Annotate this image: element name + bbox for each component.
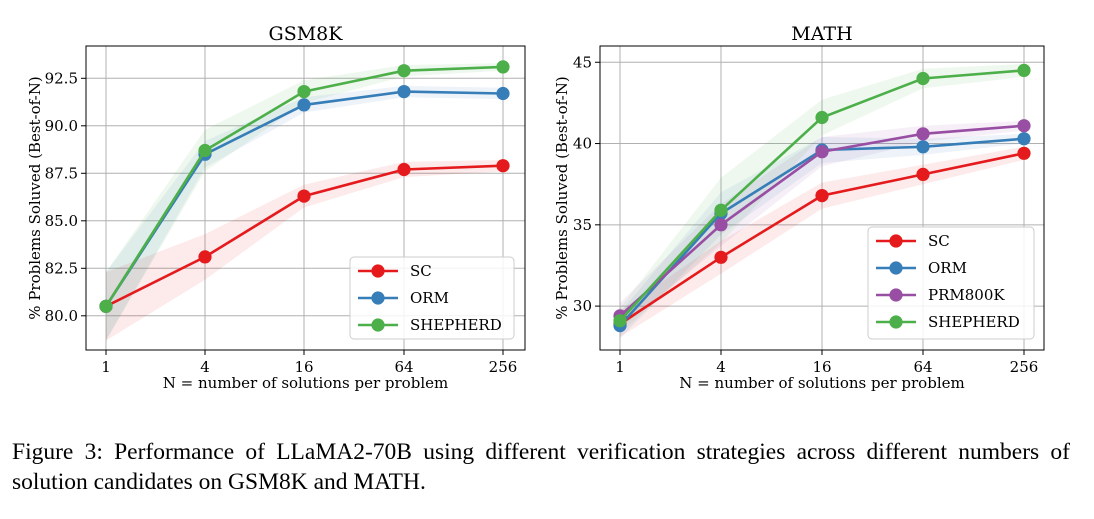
legend-label: SC [928,232,950,250]
data-point-prm800k [714,218,728,232]
data-point-sc [198,250,212,264]
data-point-orm [1017,132,1031,146]
chart-gsm8k: 80.0 82.5 85.0 87.5 90.0 92.5 1 4 16 64 256 GSM8K N … [26,23,526,392]
legend: SC ORM PRM800K SHEPHERD [867,226,1035,340]
y-tick-label: 80.0 [45,307,78,325]
data-point-sc [714,250,728,264]
data-point-orm [916,140,930,154]
y-tick-label: 90.0 [45,117,78,135]
x-tick-label: 16 [294,358,313,376]
y-tick-label: 87.5 [45,164,78,182]
data-point-orm [397,85,411,99]
legend-label: ORM [928,259,967,277]
legend-label: SHEPHERD [410,316,502,334]
x-tick-label: 256 [1010,358,1039,376]
x-tick-label: 64 [913,358,932,376]
data-point-sc [1017,146,1031,160]
chart-math: 30 35 40 45 1 4 16 64 256 MATH N = number of solut… [553,23,1045,392]
data-point-sc [916,167,930,181]
y-tick-label: 82.5 [45,259,78,277]
legend-label: ORM [410,289,449,307]
data-point-shepherd [815,110,829,125]
legend-swatch-marker [889,261,903,275]
data-point-orm [297,98,311,112]
y-axis-label: % Problems Soluved (Best-of-N) [553,76,571,319]
data-point-shepherd [496,60,510,74]
y-tick-label: 30 [573,297,592,315]
legend-label: SHEPHERD [928,313,1020,331]
data-point-shepherd [714,203,728,217]
figure-caption: Figure 3: Performance of LLaMA2-70B usin… [12,439,1070,495]
data-point-shepherd [397,64,411,78]
data-point-shepherd [198,143,212,158]
data-point-prm800k [916,127,930,141]
y-tick-label: 40 [573,135,592,153]
data-point-shepherd [613,314,627,328]
data-point-sc [397,162,411,177]
y-tick-label: 85.0 [45,212,78,230]
legend-label: PRM800K [928,286,1005,304]
y-tick-label: 35 [573,216,592,234]
data-point-orm [496,86,510,101]
data-point-prm800k [1017,119,1031,133]
x-tick-label: 1 [615,358,625,376]
legend-box [867,226,1035,340]
legend-swatch-marker [371,318,385,332]
confidence-band-prm800k [620,120,1024,329]
legend-box [349,256,515,340]
x-axis-label: N = number of solutions per problem [679,374,964,392]
confidence-band-shepherd [106,63,503,341]
legend-label: SC [410,262,432,280]
data-point-prm800k [815,145,829,159]
x-tick-label: 64 [394,358,413,376]
data-point-sc [815,189,829,203]
y-axis-label: % Problems Soluved (Best-of-N) [26,76,44,319]
y-tick-label: 92.5 [45,69,78,87]
x-tick-label: 256 [489,358,518,376]
figure-charts: 80.0 82.5 85.0 87.5 90.0 92.5 1 4 16 64 256 GSM8K N … [26,23,1045,392]
chart-title: MATH [791,23,852,45]
legend-swatch-marker [889,234,903,248]
y-tick-label: 45 [573,53,592,71]
confidence-band-sc [620,146,1024,337]
data-point-sc [297,189,311,203]
data-point-shepherd [1017,63,1031,77]
x-tick-label: 4 [200,358,210,376]
legend-swatch-marker [889,288,903,302]
data-point-shepherd [916,71,930,86]
x-tick-label: 4 [716,358,726,376]
chart-title: GSM8K [269,23,344,45]
x-axis-label: N = number of solutions per problem [163,374,448,392]
plot-frame [85,45,526,351]
data-point-shepherd [297,85,311,99]
legend-swatch-marker [371,264,385,278]
data-point-shepherd [99,299,113,313]
legend: SC ORM SHEPHERD [349,256,515,340]
x-tick-label: 1 [101,358,111,376]
legend-swatch-marker [889,315,903,329]
legend-swatch-marker [371,291,385,305]
x-tick-label: 16 [812,358,831,376]
data-point-sc [496,159,510,173]
